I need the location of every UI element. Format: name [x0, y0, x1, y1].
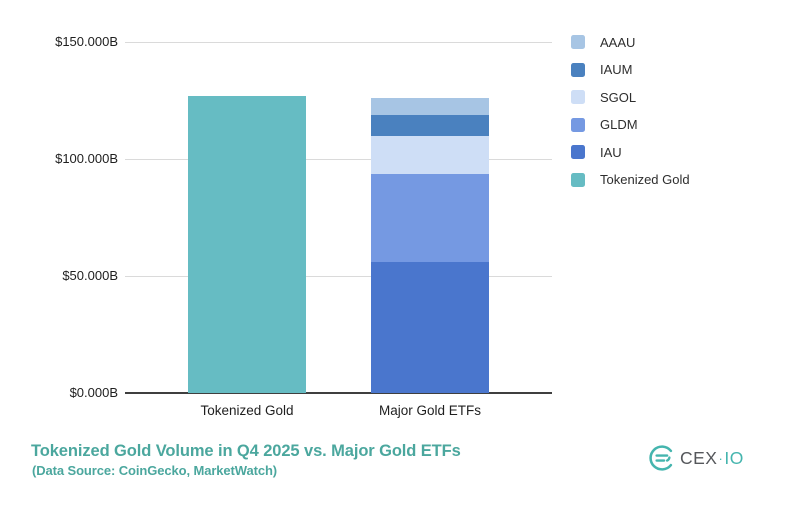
x-axis-line — [125, 392, 552, 394]
legend-item-iau: IAU — [571, 144, 690, 160]
bar-segment-iau — [371, 262, 489, 393]
legend-label: GLDM — [600, 117, 638, 132]
y-axis-tick-label: $50.000B — [62, 267, 118, 283]
gridline — [125, 158, 552, 160]
bar-segment-iaum — [371, 114, 489, 137]
y-axis-tick-label: $150.000B — [55, 33, 118, 49]
legend-item-tokenized-gold: Tokenized Gold — [571, 172, 690, 187]
cexio-logo-icon — [649, 445, 673, 471]
legend-label: SGOL — [600, 89, 637, 105]
x-axis-category-label: Tokenized Gold — [200, 403, 294, 418]
chart-data-source: (Data Source: CoinGecko, MarketWatch) — [32, 463, 278, 478]
bar-segment-tokenized-gold — [188, 95, 306, 393]
legend-swatch — [571, 62, 585, 77]
x-axis-category-label: Major Gold ETFs — [378, 403, 482, 418]
legend-label: AAAU — [600, 34, 636, 50]
y-axis-tick-label: $100.000B — [55, 150, 118, 166]
chart-title: Tokenized Gold Volume in Q4 2025 vs. Maj… — [31, 442, 461, 460]
y-axis-tick-label: $0.000B — [69, 385, 118, 400]
cexio-logo-text: CEX · IO — [680, 448, 744, 469]
logo-suffix: IO — [724, 447, 744, 468]
legend-item-sgol: SGOL — [571, 89, 690, 105]
logo-brand: CEX — [680, 447, 718, 468]
bar-segment-sgol — [371, 136, 489, 175]
legend-swatch — [571, 172, 585, 187]
bar-segment-aaau — [371, 97, 489, 115]
gridline — [125, 41, 552, 43]
legend-label: IAUM — [600, 62, 633, 77]
cexio-logo: CEX · IO — [648, 444, 744, 472]
legend-swatch — [571, 90, 585, 104]
legend-swatch — [571, 117, 585, 132]
legend-item-gldm: GLDM — [571, 117, 690, 132]
logo-separator: · — [718, 450, 724, 466]
legend-swatch — [571, 35, 585, 49]
legend-swatch — [571, 145, 585, 159]
legend-item-iaum: IAUM — [571, 62, 690, 77]
chart-legend: AAAU IAUM SGOL GLDM IAU Tokenized Gold — [571, 35, 690, 200]
legend-label: Tokenized Gold — [600, 172, 690, 187]
bar-segment-gldm — [371, 174, 489, 263]
legend-label: IAU — [600, 144, 622, 160]
legend-item-aaau: AAAU — [571, 34, 690, 50]
gridline — [125, 275, 552, 277]
